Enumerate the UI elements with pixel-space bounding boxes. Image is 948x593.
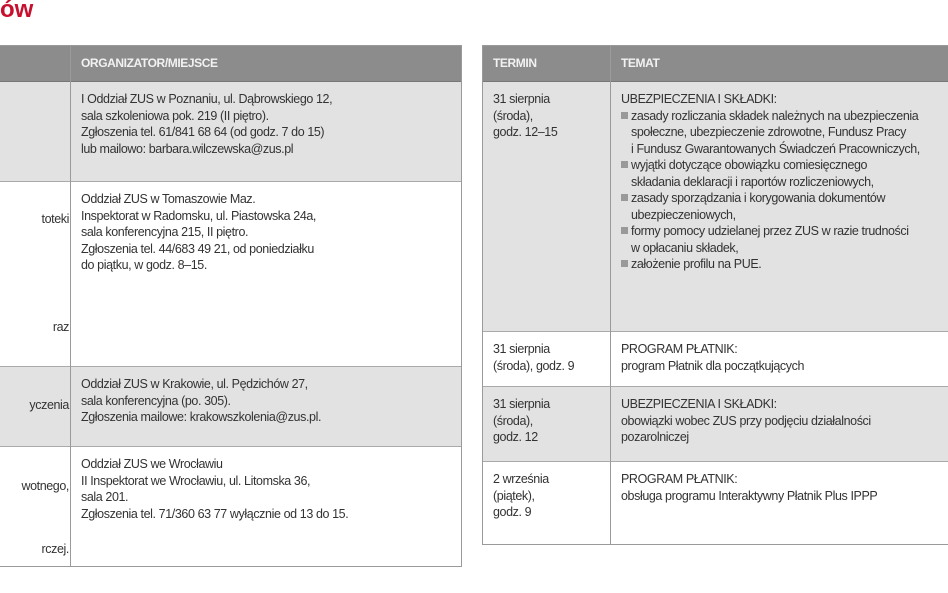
header-date: TERMIN bbox=[493, 56, 537, 70]
table-row: 31 sierpnia (środa), godz. 12 UBEZPIECZE… bbox=[483, 387, 948, 462]
bullet-icon bbox=[621, 194, 628, 201]
table-row: 31 sierpnia (środa), godz. 12–15 UBEZPIE… bbox=[483, 82, 948, 332]
bullet-icon bbox=[621, 260, 628, 267]
table-row: yczenia Oddział ZUS w Krakowie, ul. Pędz… bbox=[0, 367, 461, 447]
header-organizer: ORGANIZATOR/MIEJSCE bbox=[81, 56, 218, 70]
table-row: toteki raz Oddział ZUS w Tomaszowie Maz.… bbox=[0, 182, 461, 367]
bullet-icon bbox=[621, 111, 628, 119]
organizer-cell: Oddział ZUS w Tomaszowie Maz. Inspektora… bbox=[81, 192, 317, 272]
left-table: ORGANIZATOR/MIEJSCE I Oddział ZUS w Pozn… bbox=[0, 45, 462, 567]
column-divider bbox=[610, 46, 611, 544]
topic-cell: UBEZPIECZENIA I SKŁADKI: zasady rozlicza… bbox=[621, 92, 920, 271]
table-row: 31 sierpnia (środa), godz. 9 PROGRAM PŁA… bbox=[483, 332, 948, 387]
title-fragment: ów bbox=[0, 0, 34, 23]
left-fragment: raz bbox=[52, 320, 70, 334]
date-cell: 31 sierpnia (środa), godz. 12 bbox=[493, 397, 550, 444]
left-fragment: yczenia bbox=[29, 398, 69, 412]
table-header: TERMIN TEMAT bbox=[483, 46, 948, 82]
topic-cell: UBEZPIECZENIA I SKŁADKI: obowiązki wobec… bbox=[621, 397, 871, 444]
table-row: 2 września (piątek), godz. 9 PROGRAM PŁA… bbox=[483, 462, 948, 544]
date-cell: 31 sierpnia (środa), godz. 9 bbox=[493, 342, 575, 373]
column-divider bbox=[70, 46, 71, 566]
date-cell: 2 września (piątek), godz. 9 bbox=[493, 472, 549, 519]
table-row: I Oddział ZUS w Poznaniu, ul. Dąbrowskie… bbox=[0, 82, 461, 182]
bullet-icon bbox=[621, 227, 628, 234]
table-header: ORGANIZATOR/MIEJSCE bbox=[0, 46, 461, 82]
left-fragment: rczej. bbox=[41, 542, 70, 556]
organizer-cell: Oddział ZUS w Krakowie, ul. Pędzichów 27… bbox=[81, 377, 322, 424]
organizer-cell: Oddział ZUS we Wrocławiu II Inspektorat … bbox=[81, 457, 349, 521]
left-fragment: toteki bbox=[41, 212, 70, 226]
topic-cell: PROGRAM PŁATNIK: obsługa programu Intera… bbox=[621, 472, 878, 503]
header-topic: TEMAT bbox=[621, 56, 660, 70]
left-fragment: wotnego, bbox=[21, 479, 69, 493]
header-col-1 bbox=[0, 46, 71, 81]
table-row: wotnego, rczej. Oddział ZUS we Wrocławiu… bbox=[0, 447, 461, 566]
bullet-icon bbox=[621, 161, 628, 168]
topic-cell: PROGRAM PŁATNIK: program Płatnik dla poc… bbox=[621, 342, 805, 373]
right-table: TERMIN TEMAT 31 sierpnia (środa), godz. … bbox=[482, 45, 948, 545]
date-cell: 31 sierpnia (środa), godz. 12–15 bbox=[493, 92, 558, 139]
organizer-cell: I Oddział ZUS w Poznaniu, ul. Dąbrowskie… bbox=[81, 92, 333, 156]
